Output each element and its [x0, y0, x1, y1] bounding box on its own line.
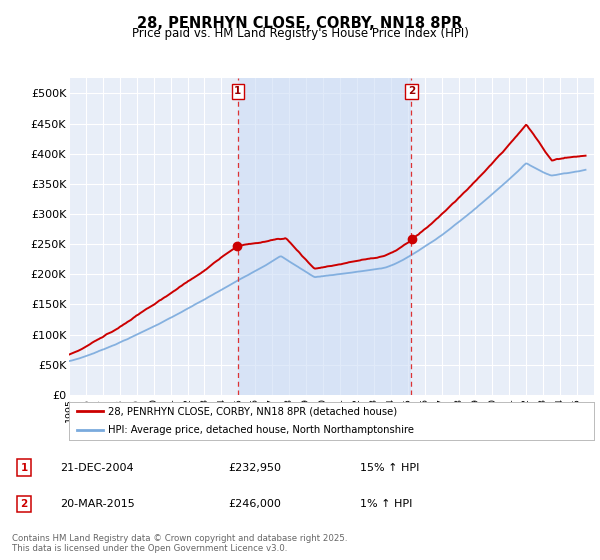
Text: 21-DEC-2004: 21-DEC-2004 — [60, 463, 134, 473]
Text: Price paid vs. HM Land Registry's House Price Index (HPI): Price paid vs. HM Land Registry's House … — [131, 27, 469, 40]
Text: 28, PENRHYN CLOSE, CORBY, NN18 8PR (detached house): 28, PENRHYN CLOSE, CORBY, NN18 8PR (deta… — [109, 406, 398, 416]
Text: Contains HM Land Registry data © Crown copyright and database right 2025.
This d: Contains HM Land Registry data © Crown c… — [12, 534, 347, 553]
Text: 1: 1 — [20, 463, 28, 473]
Bar — [238, 78, 412, 395]
Text: 28, PENRHYN CLOSE, CORBY, NN18 8PR: 28, PENRHYN CLOSE, CORBY, NN18 8PR — [137, 16, 463, 31]
Text: £246,000: £246,000 — [228, 499, 281, 509]
Text: 1% ↑ HPI: 1% ↑ HPI — [360, 499, 412, 509]
Text: £232,950: £232,950 — [228, 463, 281, 473]
Text: 20-MAR-2015: 20-MAR-2015 — [60, 499, 135, 509]
Text: 15% ↑ HPI: 15% ↑ HPI — [360, 463, 419, 473]
Text: 2: 2 — [20, 499, 28, 509]
Text: HPI: Average price, detached house, North Northamptonshire: HPI: Average price, detached house, Nort… — [109, 425, 415, 435]
Text: 2: 2 — [408, 86, 415, 96]
Text: 1: 1 — [234, 86, 241, 96]
